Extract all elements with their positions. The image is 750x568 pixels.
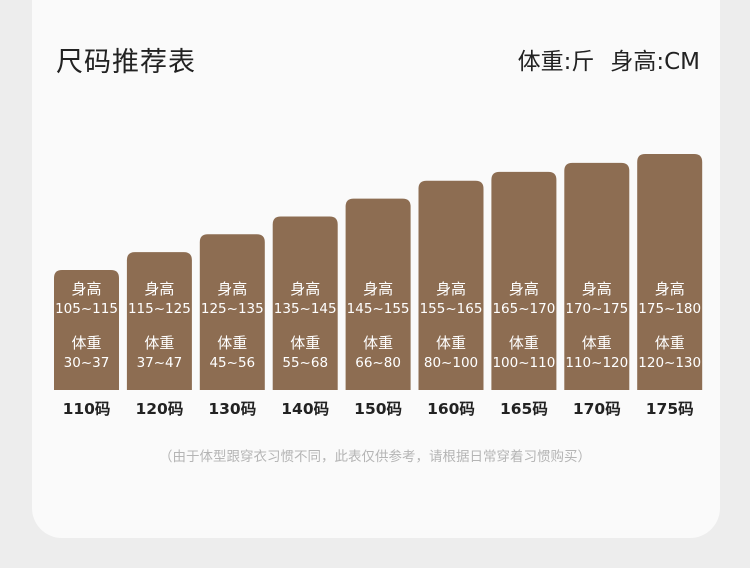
category-label: 130码 — [208, 400, 256, 418]
bar-weight-label: 体重 — [655, 334, 685, 352]
bar-weight-range: 37~47 — [137, 355, 183, 371]
bar-165码 — [491, 171, 557, 390]
bar-weight-label: 体重 — [217, 334, 247, 352]
bar-height-range: 145~155 — [347, 301, 410, 317]
category-label: 110码 — [63, 400, 111, 418]
unit-height-label: 身高:CM — [610, 49, 700, 75]
bar-height-range: 105~115 — [55, 301, 118, 317]
bar-weight-range: 110~120 — [565, 355, 628, 371]
bar-height-range: 165~170 — [492, 301, 555, 317]
bar-height-label: 身高 — [290, 280, 320, 298]
bar-height-range: 125~135 — [201, 301, 264, 317]
bar-weight-label: 体重 — [582, 334, 612, 352]
bar-150码 — [345, 198, 411, 390]
bar-110码 — [54, 270, 119, 390]
bar-height-range: 135~145 — [274, 301, 337, 317]
category-label: 175码 — [646, 400, 694, 418]
bar-weight-label: 体重 — [509, 334, 539, 352]
bar-height-label: 身高 — [582, 280, 612, 298]
bar-weight-label: 体重 — [290, 334, 320, 352]
bar-170码 — [564, 162, 630, 390]
page-title: 尺码推荐表 — [56, 47, 196, 78]
bar-weight-range: 80~100 — [424, 355, 478, 371]
bar-140码 — [272, 216, 338, 390]
category-label: 170码 — [573, 400, 621, 418]
bar-weight-label: 体重 — [436, 334, 466, 352]
category-label: 120码 — [135, 400, 183, 418]
bar-130码 — [199, 234, 265, 390]
footnote: （由于体型跟穿衣习惯不同，此表仅供参考，请根据日常穿着习惯购买） — [159, 449, 591, 465]
bar-175码 — [637, 154, 703, 390]
bar-weight-range: 120~130 — [638, 355, 701, 371]
category-label: 165码 — [500, 400, 548, 418]
bar-height-range: 170~175 — [565, 301, 628, 317]
bar-weight-range: 30~37 — [64, 355, 110, 371]
bar-120码 — [126, 252, 192, 390]
bar-height-label: 身高 — [436, 280, 466, 298]
bar-weight-label: 体重 — [363, 334, 393, 352]
category-label: 150码 — [354, 400, 402, 418]
bar-height-label: 身高 — [144, 280, 174, 298]
bar-160码 — [418, 180, 484, 390]
category-label: 140码 — [281, 400, 329, 418]
bar-weight-range: 100~110 — [492, 355, 555, 371]
bar-height-label: 身高 — [217, 280, 247, 298]
bar-weight-label: 体重 — [71, 334, 101, 352]
bar-height-range: 175~180 — [638, 301, 701, 317]
bar-height-label: 身高 — [655, 280, 685, 298]
bar-weight-label: 体重 — [144, 334, 174, 352]
category-label: 160码 — [427, 400, 475, 418]
bar-weight-range: 66~80 — [355, 355, 401, 371]
bar-height-label: 身高 — [509, 280, 539, 298]
unit-weight-label: 体重:斤 — [517, 49, 595, 75]
bar-height-range: 115~125 — [128, 301, 191, 317]
units-legend: 体重:斤 身高:CM — [518, 42, 700, 76]
bar-height-label: 身高 — [363, 280, 393, 298]
bar-height-range: 155~165 — [420, 301, 483, 317]
bar-weight-range: 45~56 — [209, 355, 255, 371]
bar-height-label: 身高 — [71, 280, 101, 298]
bar-weight-range: 55~68 — [282, 355, 328, 371]
